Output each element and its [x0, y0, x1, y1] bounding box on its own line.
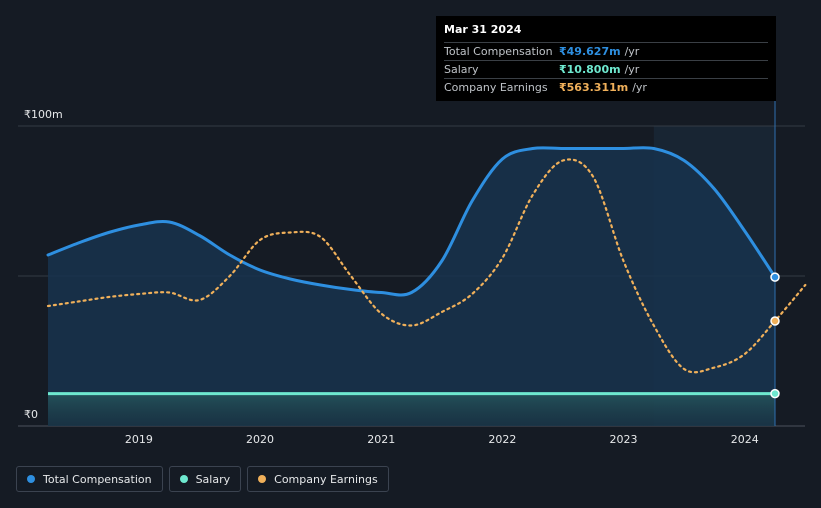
end-marker-company-earnings — [770, 316, 780, 326]
company-earnings-line — [46, 158, 807, 374]
legend-dot-icon — [27, 475, 35, 483]
y-axis-label: ₹100m — [24, 108, 63, 121]
tooltip-label: Company Earnings — [444, 81, 548, 94]
tooltip-value: ₹563.311m — [559, 81, 629, 94]
x-axis-tick-label: 2019 — [125, 433, 153, 446]
salary-area — [48, 393, 775, 426]
legend-label: Total Compensation — [43, 472, 152, 486]
tooltip: Mar 31 2024 Total Compensation ₹49.627m … — [436, 16, 776, 101]
tooltip-date: Mar 31 2024 — [444, 23, 768, 43]
legend-item-company-earnings[interactable]: Company Earnings — [247, 466, 389, 492]
x-axis-tick-label: 2024 — [731, 433, 759, 446]
tooltip-label: Total Compensation — [444, 45, 553, 58]
legend-dot-icon — [258, 475, 267, 483]
x-axis-tick-label: 2021 — [367, 433, 395, 446]
tooltip-unit: /yr — [624, 45, 640, 58]
tooltip-value: ₹49.627m — [559, 45, 621, 58]
tooltip-row-company-earnings: Company Earnings ₹563.311m /yr — [444, 79, 768, 96]
end-marker-total-compensation — [770, 272, 780, 282]
tooltip-unit: /yr — [632, 81, 647, 94]
legend-label: Company Earnings — [274, 472, 378, 486]
tooltip-row-salary: Salary ₹10.800m /yr — [444, 61, 768, 79]
legend-item-total-compensation[interactable]: Total Compensation — [16, 466, 163, 492]
legend-label: Salary — [195, 472, 231, 486]
y-axis-label: ₹0 — [24, 408, 38, 421]
total-compensation-area — [48, 147, 775, 426]
x-axis-tick-label: 2022 — [488, 433, 516, 446]
x-axis-tick-label: 2023 — [610, 433, 638, 446]
tooltip-unit: /yr — [624, 63, 640, 76]
tooltip-label: Salary — [444, 63, 479, 76]
legend: Total Compensation Salary Company Earnin… — [16, 466, 389, 492]
legend-item-salary[interactable]: Salary — [168, 466, 242, 492]
x-axis-tick-label: 2020 — [246, 433, 274, 446]
legend-dot-icon — [179, 475, 188, 483]
total-compensation-line — [46, 146, 777, 297]
tooltip-row-total-compensation: Total Compensation ₹49.627m /yr — [444, 43, 768, 61]
end-marker-salary — [770, 388, 780, 399]
tooltip-value: ₹10.800m — [559, 63, 621, 76]
